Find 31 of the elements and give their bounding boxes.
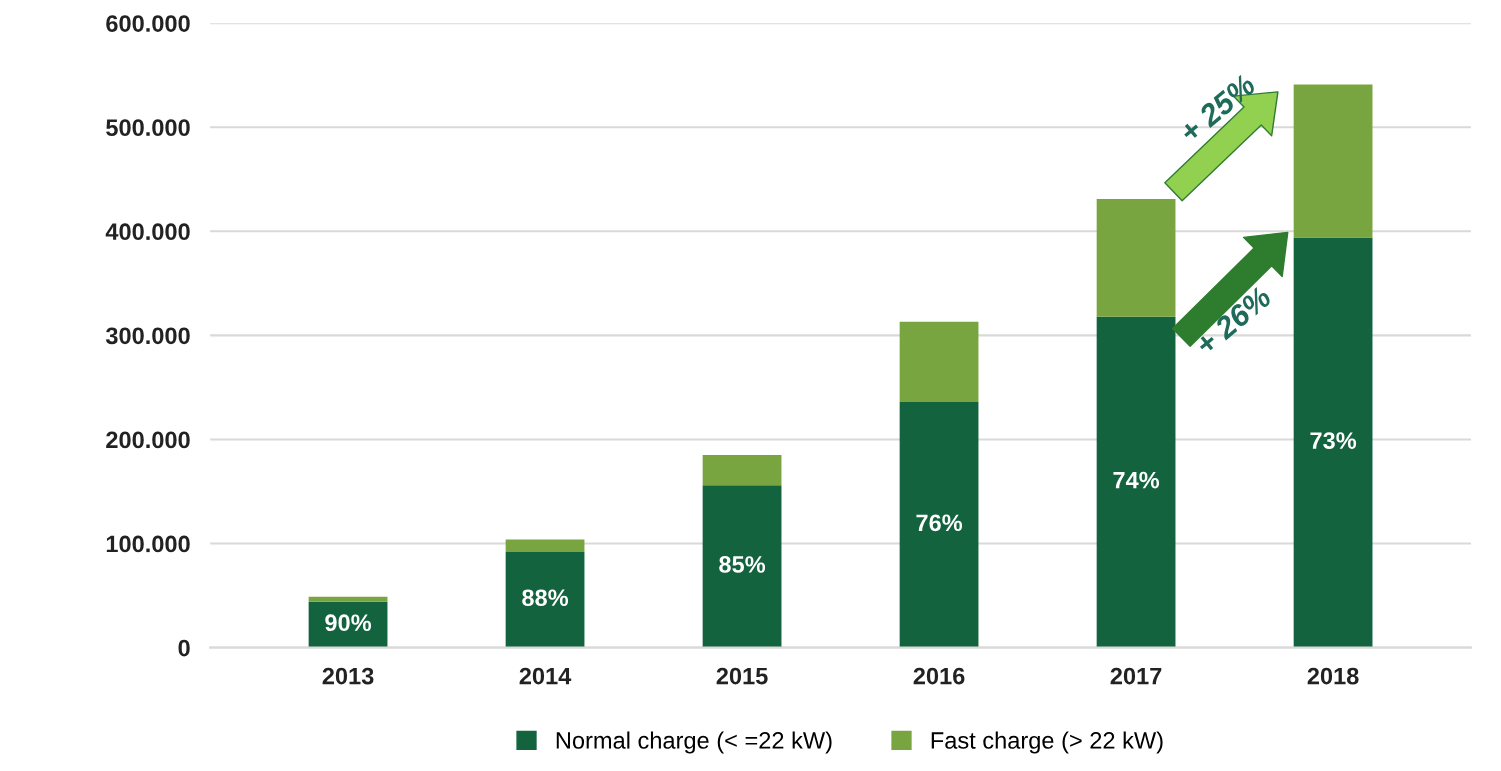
annotation: 90% <box>325 614 372 632</box>
bar <box>1096 316 1176 648</box>
y-tick-label: 200.000 <box>106 431 190 449</box>
annotation: 73% <box>1310 432 1357 449</box>
x-tick-label: 2018 <box>1307 667 1359 685</box>
bar <box>505 539 585 552</box>
x-tick-label: 2017 <box>1110 667 1162 685</box>
legend-label: Normal charge (< =22 kW) <box>556 731 832 754</box>
annotation: 76% <box>916 514 963 532</box>
y-tick-label: 100.000 <box>106 535 190 553</box>
bar <box>308 596 388 602</box>
y-tick-label: 600.000 <box>106 15 190 32</box>
y-tick-label: 500.000 <box>106 119 190 136</box>
bar <box>505 551 585 648</box>
x-tick-label: 2014 <box>519 667 572 685</box>
bar <box>1293 84 1373 238</box>
bar <box>1293 237 1373 648</box>
bar <box>899 402 979 648</box>
bar <box>702 485 782 648</box>
annotation: 88% <box>522 589 569 607</box>
y-tick-label: 0 <box>178 639 190 657</box>
y-tick-label: 300.000 <box>105 327 190 345</box>
x-tick-label: 2013 <box>322 667 374 685</box>
annotation: 74% <box>1113 471 1160 489</box>
annotation: 85% <box>719 556 766 573</box>
y-tick-label: 400.000 <box>105 223 190 241</box>
bar <box>702 455 782 486</box>
legend-label: Fast charge (> 22 kW) <box>931 731 1163 754</box>
x-tick-label: 2015 <box>716 667 768 685</box>
x-tick-label: 2016 <box>913 667 965 685</box>
bar <box>899 321 979 402</box>
